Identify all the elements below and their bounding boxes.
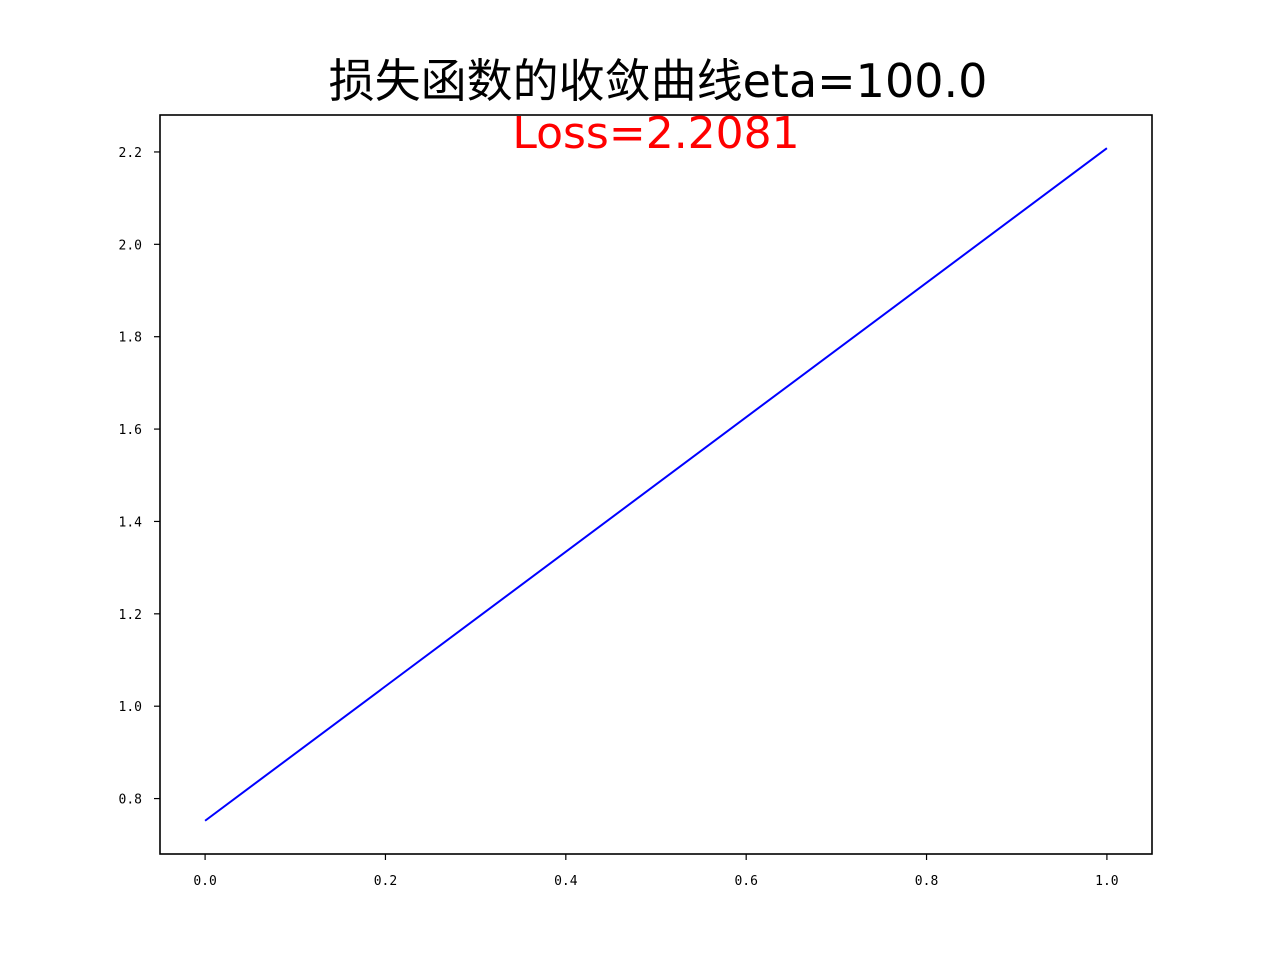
x-tick-label-3: 0.6 (734, 874, 757, 889)
x-tick-label-5: 1.0 (1095, 874, 1118, 889)
y-tick-label-2: 1.2 (119, 608, 142, 623)
x-tick-label-4: 0.8 (915, 874, 938, 889)
axes-frame (159, 114, 1153, 855)
y-tick-label-6: 2.0 (119, 238, 142, 253)
x-tick-label-2: 0.4 (554, 874, 578, 889)
chart-title: 损失函数的收敛曲线eta=100.0 (329, 54, 988, 108)
x-tick-label-1: 0.2 (374, 874, 397, 889)
y-tick-label-7: 2.2 (119, 146, 142, 161)
y-tick-label-1: 1.0 (119, 700, 142, 715)
series-line-0 (204, 147, 1108, 822)
y-tick-label-5: 1.8 (119, 331, 142, 346)
y-tick-label-0: 0.8 (119, 793, 142, 808)
y-tick-label-3: 1.4 (119, 515, 143, 530)
plot-area: 0.0 0.2 0.4 0.6 0.8 1.0 0.8 1.0 1.2 1.4 1.6 1.8 2.0 2… (119, 114, 1153, 889)
loss-annotation: Loss=2.2081 (512, 108, 799, 159)
y-tick-label-4: 1.6 (119, 423, 142, 438)
x-tick-label-0: 0.0 (193, 874, 216, 889)
